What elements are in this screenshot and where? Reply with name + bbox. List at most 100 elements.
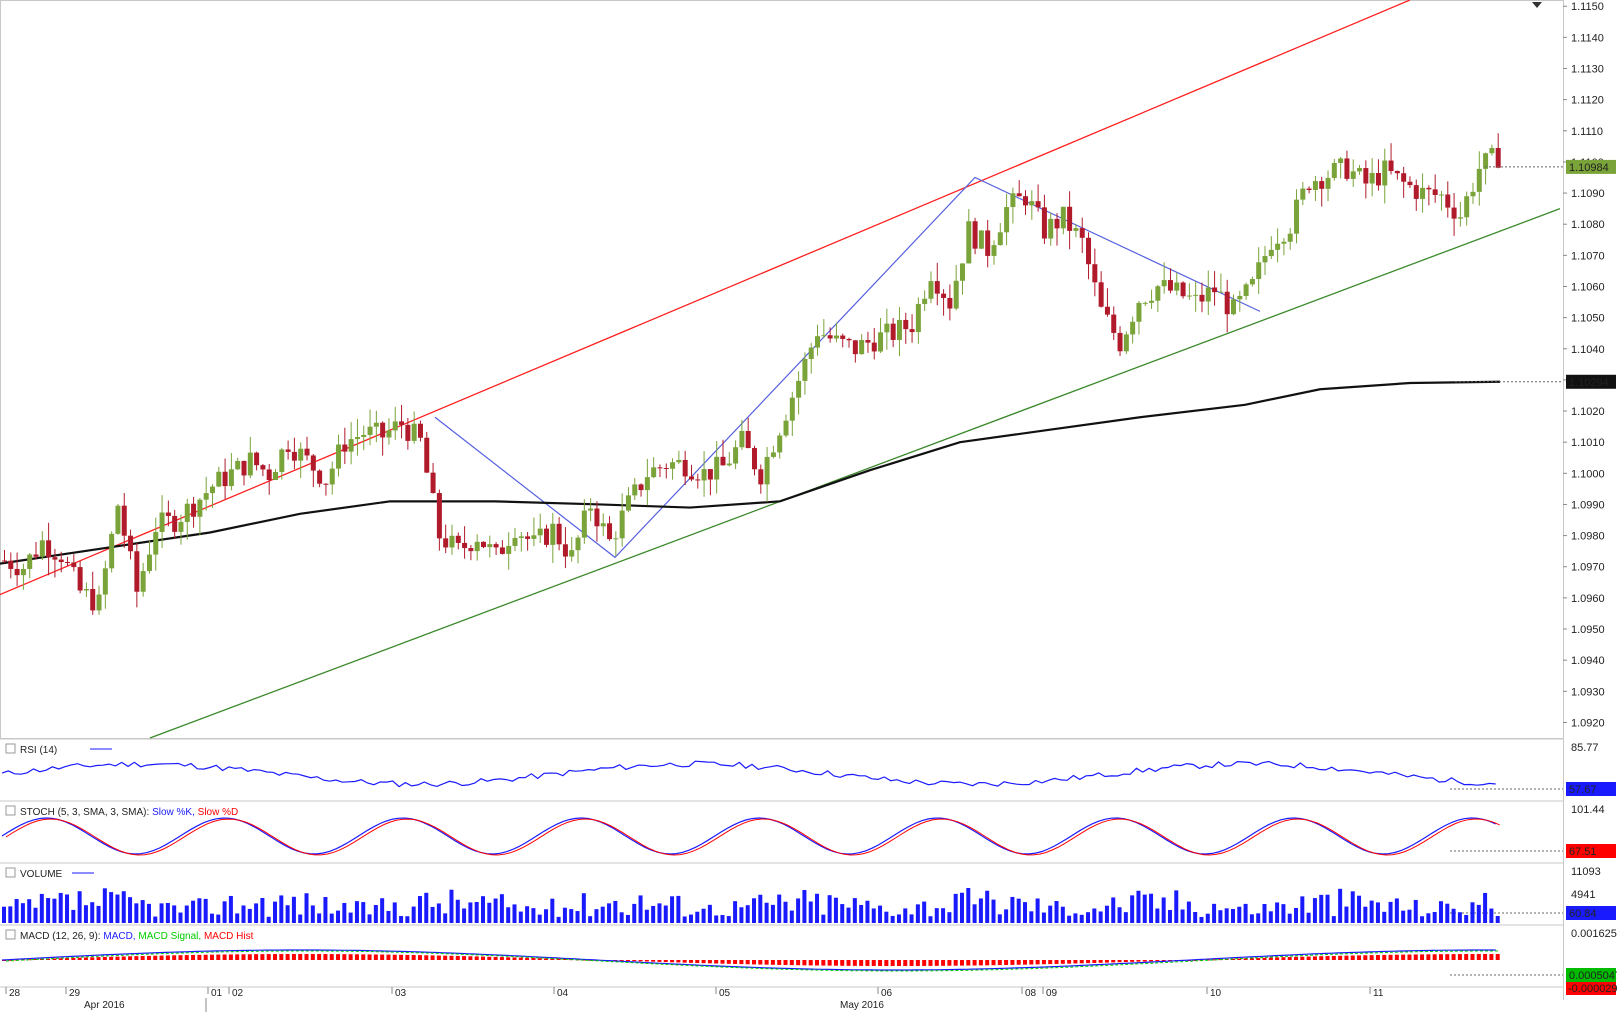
candle-body	[77, 567, 83, 591]
volume-bar	[613, 900, 618, 923]
candle-body	[203, 493, 209, 500]
macd-hist-bar	[1445, 954, 1450, 960]
volume-bar	[279, 895, 284, 923]
volume-bar	[1054, 901, 1059, 923]
candle-body	[657, 467, 663, 469]
day-label: 05	[719, 988, 731, 999]
volume-bar	[235, 913, 240, 923]
macd-hist-bar	[670, 960, 675, 963]
scroll-arrow-icon[interactable]	[1532, 2, 1542, 8]
volume-bar	[1060, 906, 1065, 923]
candle-body	[1413, 185, 1419, 199]
candle-body	[493, 544, 499, 548]
volume-bar	[915, 904, 920, 923]
volume-bar	[285, 905, 290, 923]
macd-hist-bar	[1016, 960, 1021, 965]
volume-bar	[1476, 904, 1481, 923]
candle-body	[317, 470, 323, 484]
volume-bar	[443, 913, 448, 923]
candle-body	[430, 472, 436, 494]
candle-body	[575, 537, 581, 551]
candle-body	[417, 423, 423, 438]
candle-body	[1483, 153, 1489, 169]
macd-hist-bar	[197, 954, 202, 960]
volume-bar	[1432, 911, 1437, 923]
volume-bar	[499, 894, 504, 923]
volume-bar	[1104, 905, 1109, 923]
macd-hist-bar	[191, 954, 196, 960]
candle-body	[1432, 189, 1438, 196]
volume-bar	[1205, 913, 1210, 923]
candle-body	[676, 459, 682, 463]
macd-hist-bar	[978, 960, 983, 966]
volume-bar	[480, 896, 485, 923]
candle-body	[915, 303, 921, 333]
macd-hist-bar	[1483, 954, 1488, 960]
last-price-box	[1566, 159, 1616, 174]
volume-bar	[254, 903, 259, 923]
volume-bar	[222, 901, 227, 923]
volume-bar	[399, 916, 404, 923]
macd-hist-bar	[323, 954, 328, 960]
volume-bar	[310, 905, 315, 923]
indicator-value: 67.51	[1569, 846, 1597, 858]
candle-body	[1331, 162, 1337, 178]
candle-body	[1155, 286, 1161, 301]
macd-hist-bar	[83, 957, 88, 960]
macd-hist-bar	[1357, 955, 1362, 960]
macd-hist-bar	[739, 960, 744, 965]
month-label: Apr 2016	[84, 1000, 125, 1011]
candle-body	[644, 477, 650, 491]
volume-bar	[720, 915, 725, 923]
candle-body	[1363, 168, 1369, 184]
candle-body	[1325, 177, 1331, 189]
volume-bar	[1167, 910, 1172, 923]
macd-hist-bar	[1029, 960, 1034, 965]
indicator-axis-top: 0.0016251	[1571, 928, 1617, 940]
candle-body	[1023, 196, 1029, 206]
price-tick-label: 1.1060	[1571, 281, 1605, 293]
macd-hist-bar	[33, 959, 38, 961]
macd-hist-bar	[1306, 956, 1311, 960]
volume-bar	[663, 905, 668, 923]
volume-bar	[783, 901, 788, 923]
volume-bar	[153, 916, 158, 923]
macd-hist-bar	[1319, 956, 1324, 960]
day-label: 08	[1025, 988, 1037, 999]
candle-body	[651, 467, 657, 478]
macd-hist-bar	[209, 954, 214, 960]
candle-body	[1407, 181, 1413, 186]
volume-bar	[1382, 911, 1387, 923]
macd-hist-bar	[1023, 960, 1028, 965]
volume-bar	[569, 909, 574, 923]
macd-hist-bar	[1394, 954, 1399, 960]
macd-hist-bar	[1035, 960, 1040, 965]
macd-hist-bar	[525, 957, 530, 960]
volume-bar	[588, 916, 593, 923]
indicator-line	[1, 760, 1496, 788]
indicator-label: RSI (14)	[20, 745, 57, 756]
price-tick-label: 1.0990	[1571, 499, 1605, 511]
volume-bar	[789, 910, 794, 923]
indicator-panel-1: STOCH (5, 3, SMA, 3, SMA): Slow %K, Slow…	[1, 804, 1616, 858]
candle-body	[1029, 201, 1035, 206]
candle-body	[1300, 188, 1306, 200]
candle-body	[966, 221, 972, 264]
volume-bar	[695, 911, 700, 923]
candle-body	[871, 342, 877, 352]
candle-body	[443, 538, 449, 548]
volume-bar	[1357, 895, 1362, 923]
candle-body	[607, 523, 613, 540]
volume-bar	[1275, 902, 1280, 923]
macd-hist-bar	[1098, 960, 1103, 963]
volume-bar	[58, 892, 63, 923]
volume-bar	[367, 914, 372, 923]
macd-hist-bar	[903, 960, 908, 966]
candle-body	[1174, 282, 1180, 291]
macd-hist-bar	[1161, 960, 1166, 961]
macd-hist-bar	[405, 954, 410, 960]
candle-body	[121, 505, 127, 536]
candle-body	[1048, 218, 1054, 239]
volume-bar	[27, 899, 32, 923]
candle-body	[102, 568, 108, 595]
